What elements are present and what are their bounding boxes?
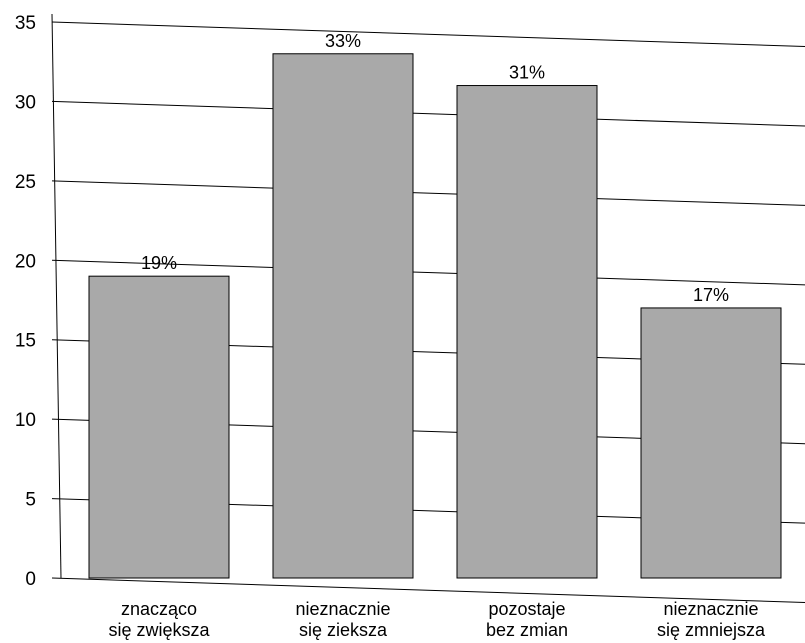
bar [88, 275, 230, 579]
y-tick-label: 5 [25, 490, 36, 511]
bar [640, 307, 782, 579]
category-label: bez zmian [486, 620, 568, 640]
gridline [51, 577, 805, 604]
category-label: się zmniejsza [657, 620, 766, 640]
y-tick-label: 30 [15, 92, 36, 113]
category-label: nieznacznie [663, 599, 758, 619]
category-label: się zieksza [299, 620, 388, 640]
category-label: pozostaje [488, 599, 565, 619]
gridline [51, 21, 805, 48]
y-tick-label: 10 [15, 410, 36, 431]
category-label: znacząco [121, 599, 197, 619]
axes [51, 13, 62, 579]
y-tick-label: 25 [15, 172, 36, 193]
y-axis [51, 13, 62, 579]
category-label: się zwiększa [108, 620, 210, 640]
y-tick-labels: 0 5 10 15 20 25 30 35 [15, 13, 36, 590]
gridline [51, 180, 805, 206]
y-tick-label: 0 [25, 569, 36, 590]
y-tick-label: 15 [15, 331, 36, 352]
bar [456, 85, 598, 579]
data-label: 19% [141, 253, 177, 273]
data-label: 31% [509, 63, 545, 83]
data-label: 17% [693, 285, 729, 305]
y-tick-label: 20 [15, 251, 36, 272]
gridline [51, 259, 805, 286]
bar [272, 53, 414, 579]
data-label: 33% [325, 31, 361, 51]
category-label: nieznacznie [295, 599, 390, 619]
data-labels: 19% 33% 31% 17% [141, 31, 729, 305]
y-tick-label: 35 [15, 13, 36, 34]
bars [88, 53, 782, 579]
gridline [51, 100, 805, 127]
